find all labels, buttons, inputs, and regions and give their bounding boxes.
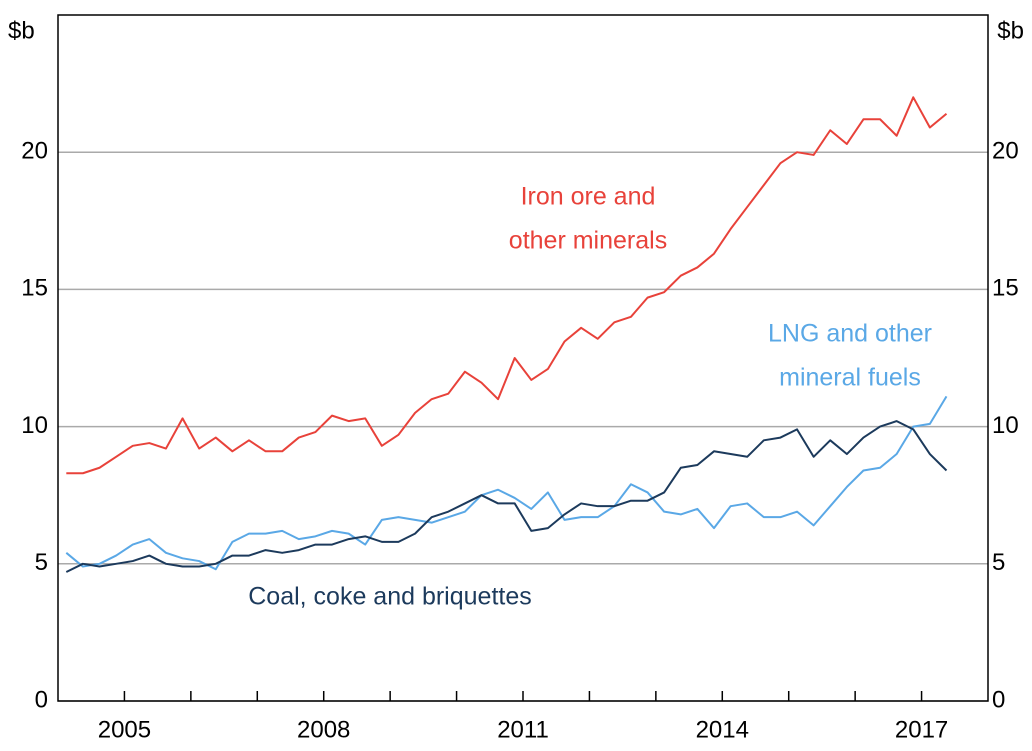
series-line (66, 96, 948, 475)
series-line (65, 420, 948, 573)
x-tick-label: 2008 (297, 716, 350, 743)
x-tick-label: 2017 (895, 716, 948, 743)
series-label: other minerals (509, 227, 667, 255)
x-tick-label: 2005 (98, 716, 151, 743)
series-label: LNG and other (768, 320, 932, 348)
y-tick-label: 20 (21, 138, 48, 165)
y-tick-label: 0 (35, 686, 48, 713)
y-tick-label: 15 (21, 275, 48, 302)
series-label: Iron ore and (521, 183, 656, 211)
plot-frame (57, 14, 989, 702)
y2-axis-unit: $b (997, 17, 1024, 44)
y2-tick-label: 10 (992, 412, 1019, 439)
x-tick-label: 2014 (696, 716, 749, 743)
y-tick-label: 10 (21, 412, 48, 439)
series-line (65, 395, 948, 571)
y-tick-label: 5 (35, 549, 48, 576)
y2-tick-label: 20 (992, 138, 1019, 165)
y2-tick-label: 5 (992, 549, 1005, 576)
series-label: mineral fuels (779, 364, 921, 392)
y2-tick-label: 15 (992, 275, 1019, 302)
series-label: Coal, coke and briquettes (248, 583, 532, 611)
x-tick-label: 2011 (497, 716, 549, 743)
y2-tick-label: 0 (992, 686, 1005, 713)
y-axis-unit: $b (8, 17, 35, 44)
